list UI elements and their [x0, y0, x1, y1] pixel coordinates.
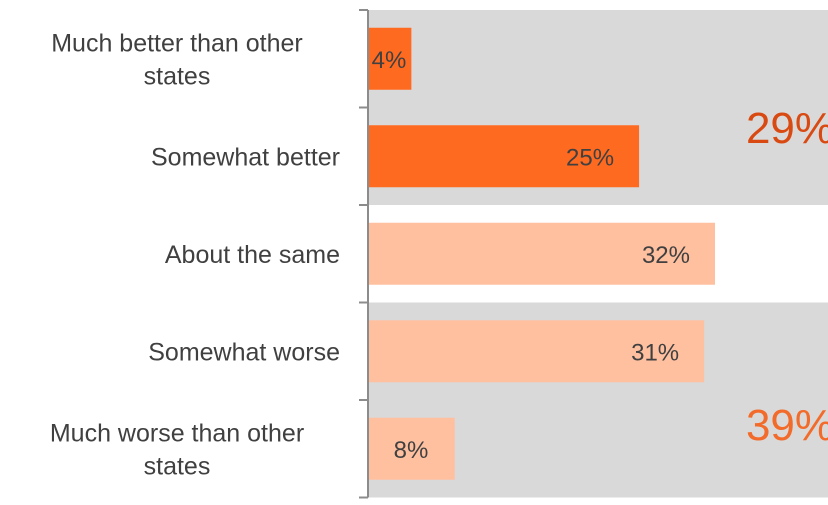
bar-value-label-3: 32%: [642, 242, 690, 269]
bar-value-label-1: 4%: [372, 47, 407, 74]
group-summary-labels: 29% 39%: [746, 104, 828, 450]
category-label-3-line-1: About the same: [165, 241, 340, 269]
bar-5: [368, 417, 455, 480]
bar-value-labels: 4% 25% 32% 31% 8%: [372, 47, 690, 464]
bar-4: [368, 320, 705, 383]
bar-1: [368, 27, 412, 90]
bar-value-label-4: 31%: [631, 339, 679, 366]
category-label-5-line-1: Much worse than other: [50, 419, 304, 447]
bar-value-label-5: 8%: [394, 437, 429, 464]
y-axis: [359, 9, 369, 499]
bar-3: [368, 222, 715, 285]
bar-2: [368, 125, 640, 188]
category-label-1-line-1: Much better than other: [51, 29, 303, 57]
bars: [368, 27, 715, 480]
category-label-2-line-1: Somewhat better: [151, 143, 340, 171]
category-label-5-line-2: states: [144, 452, 211, 480]
group-summary-1: 29%: [746, 104, 828, 153]
category-label-4-line-1: Somewhat worse: [148, 338, 340, 366]
group-summary-2: 39%: [746, 401, 828, 450]
bar-value-label-2: 25%: [566, 144, 614, 171]
category-labels: Much better than other states Somewhat bet…: [50, 29, 340, 480]
category-label-1-line-2: states: [144, 62, 211, 90]
